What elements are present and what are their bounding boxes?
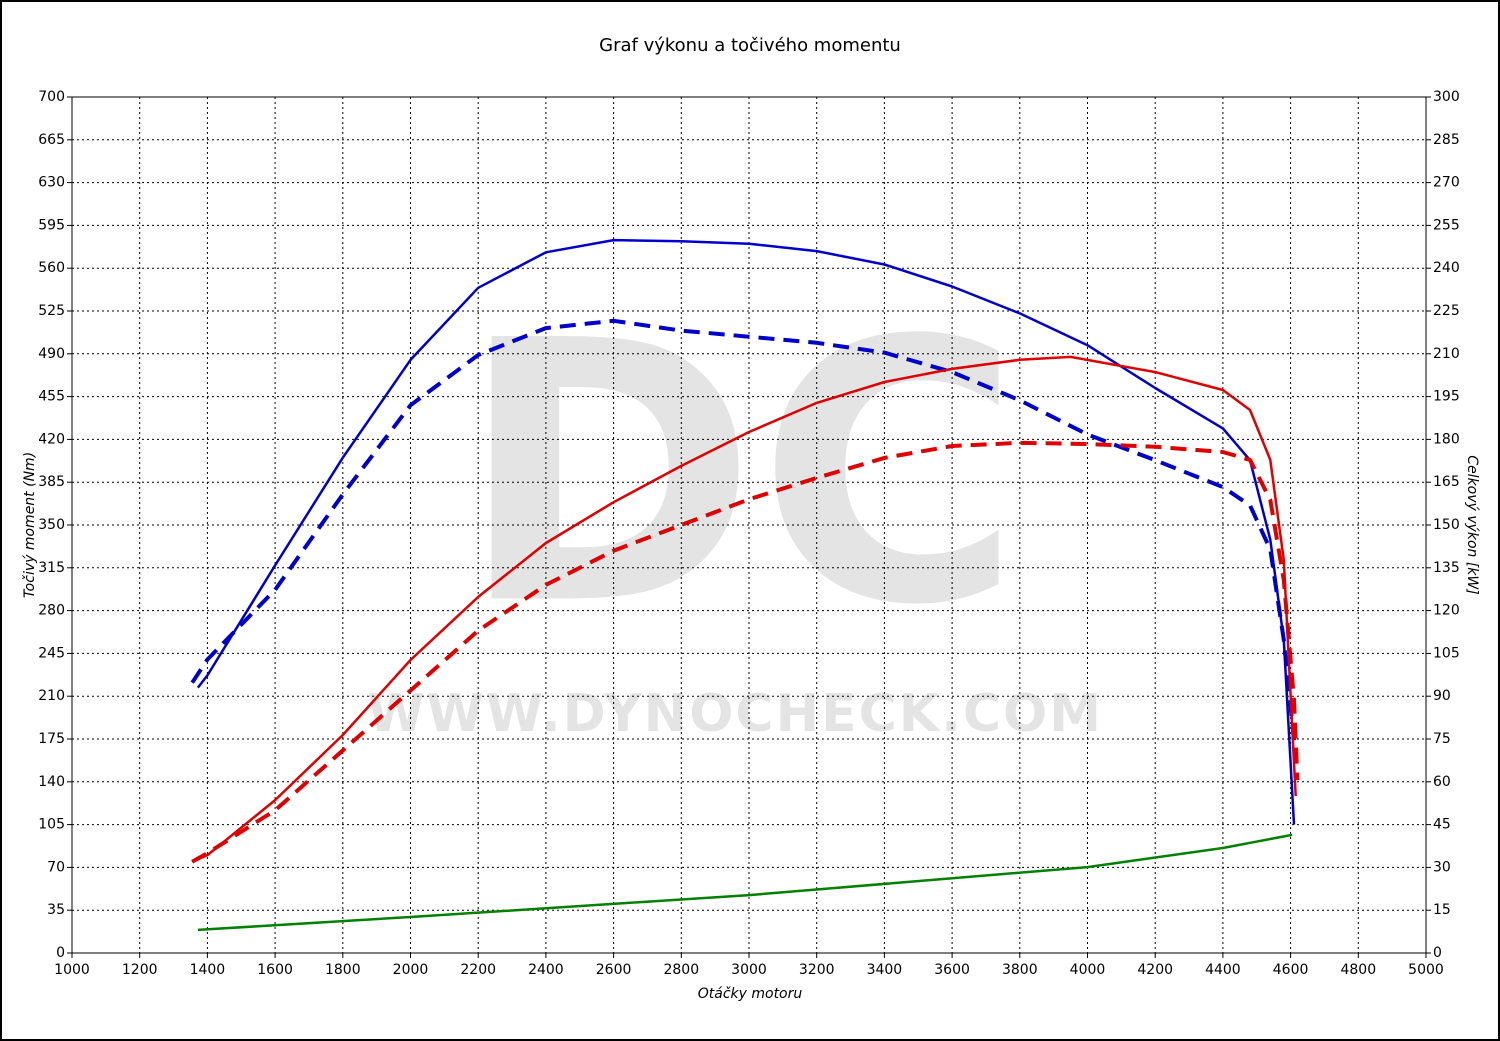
y-tick-label: 245 bbox=[38, 645, 65, 661]
y-tick-label: 700 bbox=[38, 89, 65, 105]
x-tick-label: 2000 bbox=[393, 962, 429, 978]
x-tick-label: 3800 bbox=[1002, 962, 1038, 978]
series-line bbox=[197, 833, 1293, 932]
series-line bbox=[196, 238, 1296, 825]
y-tick-label: 665 bbox=[38, 132, 65, 148]
x-tick-label: 2800 bbox=[663, 962, 699, 978]
y2-axis-label: Celkový výkon [kW] bbox=[1464, 455, 1480, 594]
y2-tick-label: 30 bbox=[1433, 859, 1451, 875]
y2-tick-label: 210 bbox=[1433, 346, 1460, 362]
y2-tick-label: 90 bbox=[1433, 688, 1451, 704]
y2-tick-label: 60 bbox=[1433, 774, 1451, 790]
x-tick-label: 1000 bbox=[54, 962, 90, 978]
y-tick-label: 385 bbox=[38, 474, 65, 490]
y-tick-label: 420 bbox=[38, 431, 65, 447]
x-tick-label: 2200 bbox=[460, 962, 496, 978]
y2-tick-label: 240 bbox=[1433, 260, 1460, 276]
y-tick-label: 70 bbox=[47, 859, 65, 875]
y-tick-label: 315 bbox=[38, 560, 65, 576]
y2-tick-label: 225 bbox=[1433, 303, 1460, 319]
y-tick-label: 525 bbox=[38, 303, 65, 319]
x-tick-label: 1600 bbox=[257, 962, 293, 978]
x-tick-label: 1800 bbox=[325, 962, 361, 978]
plot-area bbox=[71, 96, 1427, 954]
y-tick-label: 630 bbox=[38, 175, 65, 191]
y2-tick-label: 120 bbox=[1433, 603, 1460, 619]
y-tick-label: 140 bbox=[38, 774, 65, 790]
y2-tick-label: 135 bbox=[1433, 560, 1460, 576]
x-tick-label: 2400 bbox=[528, 962, 564, 978]
y2-tick-label: 255 bbox=[1433, 217, 1460, 233]
y-axis-label: Točivý moment (Nm) bbox=[22, 452, 38, 598]
x-tick-label: 4800 bbox=[1340, 962, 1376, 978]
chart-title: Graf výkonu a točivého momentu bbox=[599, 35, 901, 56]
y-tick-label: 175 bbox=[38, 731, 65, 747]
y-tick-label: 105 bbox=[38, 817, 65, 833]
y-tick-label: 455 bbox=[38, 389, 65, 405]
y2-tick-label: 270 bbox=[1433, 175, 1460, 191]
watermark-url: WWW.DYNOCHECK.COM bbox=[367, 684, 1103, 744]
x-tick-label: 4200 bbox=[1137, 962, 1173, 978]
series-line bbox=[191, 355, 1297, 863]
y2-tick-label: 45 bbox=[1433, 817, 1451, 833]
y2-tick-label: 15 bbox=[1433, 902, 1451, 918]
y2-tick-label: 165 bbox=[1433, 474, 1460, 490]
y2-tick-label: 300 bbox=[1433, 89, 1460, 105]
y-tick-label: 35 bbox=[47, 902, 65, 918]
y2-tick-label: 150 bbox=[1433, 517, 1460, 533]
y-tick-label: 210 bbox=[38, 688, 65, 704]
x-tick-label: 3400 bbox=[867, 962, 903, 978]
x-tick-label: 1200 bbox=[122, 962, 158, 978]
y2-tick-label: 0 bbox=[1433, 945, 1442, 961]
x-tick-label: 2600 bbox=[596, 962, 632, 978]
y2-tick-label: 180 bbox=[1433, 431, 1460, 447]
x-tick-label: 4600 bbox=[1273, 962, 1309, 978]
y-tick-label: 560 bbox=[38, 260, 65, 276]
y-tick-label: 350 bbox=[38, 517, 65, 533]
y-tick-label: 595 bbox=[38, 217, 65, 233]
y2-tick-label: 195 bbox=[1433, 389, 1460, 405]
y2-tick-label: 105 bbox=[1433, 645, 1460, 661]
x-tick-label: 3200 bbox=[799, 962, 835, 978]
x-tick-label: 1400 bbox=[190, 962, 226, 978]
x-tick-label: 4400 bbox=[1205, 962, 1241, 978]
y-tick-label: 0 bbox=[56, 945, 65, 961]
y-tick-label: 280 bbox=[38, 603, 65, 619]
series-line bbox=[191, 440, 1300, 864]
x-tick-label: 5000 bbox=[1408, 962, 1444, 978]
y2-tick-label: 75 bbox=[1433, 731, 1451, 747]
x-axis-label: Otáčky motoru bbox=[698, 986, 803, 1002]
y2-tick-label: 285 bbox=[1433, 132, 1460, 148]
x-tick-label: 3000 bbox=[731, 962, 767, 978]
series-line bbox=[190, 318, 1296, 741]
x-tick-label: 4000 bbox=[1070, 962, 1106, 978]
y-tick-label: 490 bbox=[38, 346, 65, 362]
x-tick-label: 3600 bbox=[934, 962, 970, 978]
